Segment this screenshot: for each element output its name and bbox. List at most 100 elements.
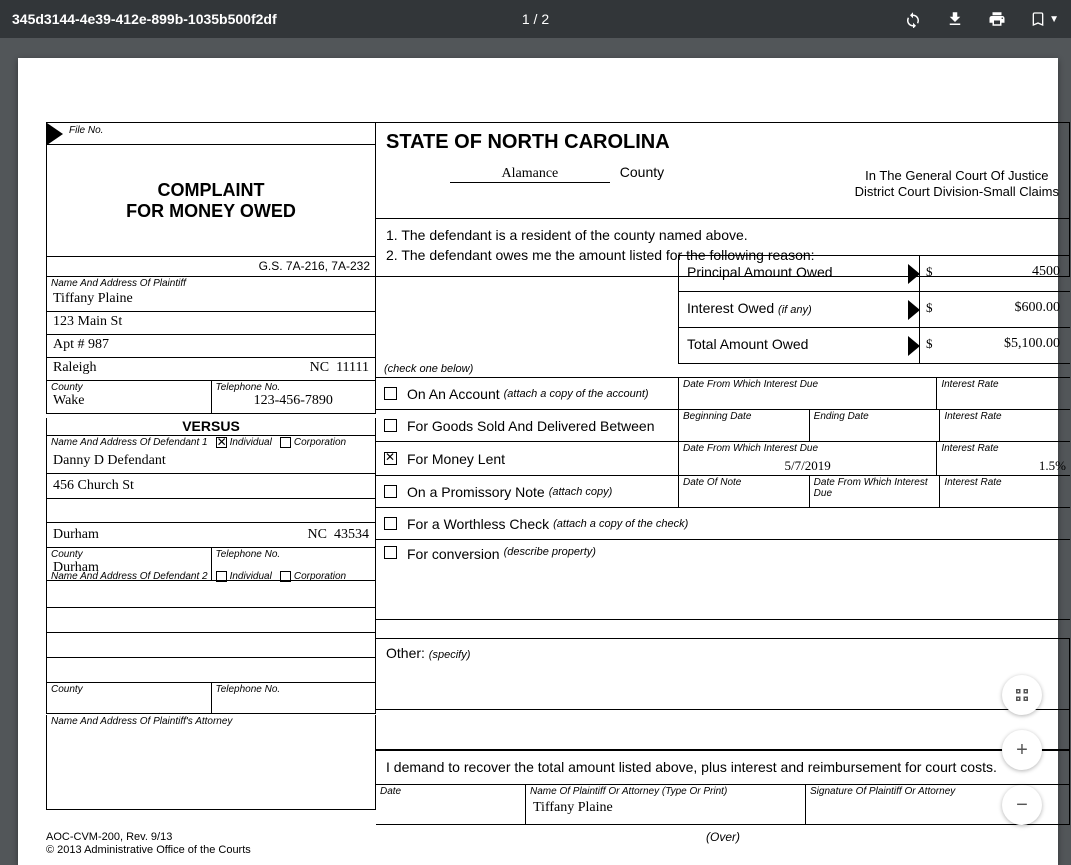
- pdf-page: File No. COMPLAINT FOR MONEY OWED G.S. 7…: [18, 58, 1058, 865]
- plaintiff-addr2: Apt # 987: [47, 335, 375, 358]
- state-title: STATE OF NORTH CAROLINA: [386, 131, 1059, 154]
- def2-tel: [212, 695, 376, 713]
- header-box: STATE OF NORTH CAROLINA Alamance County …: [376, 122, 1070, 219]
- check-goods: For Goods Sold And Delivered Between: [376, 410, 678, 441]
- form-title: COMPLAINT FOR MONEY OWED: [46, 144, 376, 257]
- file-no-row: File No.: [46, 122, 376, 144]
- county-label: County: [47, 381, 211, 393]
- plaintiff-city-row: Raleigh NC 11111: [47, 358, 375, 381]
- doc-name: 345d3144-4e39-412e-899b-1035b500f2df: [0, 11, 277, 27]
- plaintiff-tel: 123-456-7890: [212, 393, 376, 413]
- def1-header: Name And Address Of Defendant 1 Individu…: [47, 436, 375, 449]
- account-int-rate: Interest Rate: [937, 378, 1070, 409]
- other-label: Other:: [386, 645, 425, 661]
- check-note: On a Promissory Note(attach copy): [376, 476, 678, 507]
- check-worthless-box[interactable]: [384, 517, 397, 530]
- check-money-box[interactable]: [384, 452, 397, 465]
- def2-label: Name And Address Of Defendant 2: [51, 571, 208, 582]
- def2-county-tel: County Telephone No.: [47, 682, 375, 713]
- def1-tel-label: Telephone No.: [212, 548, 376, 560]
- sig-date: Date: [376, 785, 526, 824]
- def2-county: [47, 695, 211, 713]
- def2-line1: [47, 583, 375, 607]
- bookmark-icon[interactable]: ▼: [1030, 11, 1059, 27]
- goods-begin: Beginning Date: [679, 410, 810, 441]
- goods-end: Ending Date: [810, 410, 941, 441]
- check-conversion: For conversion(describe property): [376, 540, 1070, 619]
- zoom-in-button[interactable]: +: [1002, 730, 1042, 770]
- check-title: (check one below): [376, 363, 1070, 378]
- def2-county-label: County: [47, 683, 211, 695]
- foot-line1: AOC-CVM-200, Rev. 9/13: [46, 831, 251, 844]
- amount-table: Principal Amount Owed $4500 Interest Owe…: [678, 255, 1070, 364]
- def1-blank: [47, 498, 375, 522]
- def1-name: Danny D Defendant: [47, 449, 375, 473]
- county-label-right: County: [620, 164, 664, 180]
- sig-name: Name Of Plaintiff Or Attorney (Type Or P…: [526, 785, 806, 824]
- def2-corp-check[interactable]: [280, 571, 291, 582]
- def1-corp-label: Corporation: [294, 437, 346, 448]
- download-icon[interactable]: [946, 10, 964, 28]
- other-box: Other: (specify): [376, 638, 1070, 710]
- toolbar-tools: ▼: [904, 10, 1059, 28]
- over-label: (Over): [376, 830, 1070, 844]
- rotate-icon[interactable]: [904, 10, 922, 28]
- footer: AOC-CVM-200, Rev. 9/13 © 2013 Administra…: [46, 831, 251, 857]
- fit-button[interactable]: [1002, 675, 1042, 715]
- def2-header: Name And Address Of Defendant 2 Individu…: [47, 570, 375, 583]
- total-value: $$5,100.00: [920, 328, 1070, 363]
- note-date: Date Of Note: [679, 476, 810, 507]
- def1-city-row: Durham NC 43534: [47, 522, 375, 547]
- check-worthless: For a Worthless Check(attach a copy of t…: [376, 508, 1070, 539]
- principal-value: $4500: [920, 256, 1070, 291]
- plaintiff-county-tel: County Wake Telephone No. 123-456-7890: [47, 381, 375, 413]
- plaintiff-label: Name And Address Of Plaintiff: [47, 277, 375, 289]
- demand-box: I demand to recover the total amount lis…: [376, 750, 1070, 785]
- goods-rate: Interest Rate: [940, 410, 1070, 441]
- plaintiff-county: Wake: [47, 393, 211, 413]
- triangle-icon: [908, 300, 920, 320]
- defendant1-box: Name And Address Of Defendant 1 Individu…: [46, 436, 376, 581]
- demand-text: I demand to recover the total amount lis…: [386, 759, 997, 775]
- file-no-label: File No.: [69, 125, 103, 136]
- def2-line2: [47, 607, 375, 632]
- check-account-box[interactable]: [384, 387, 397, 400]
- foot-line2: © 2013 Administrative Office of the Cour…: [46, 844, 251, 857]
- def1-city: Durham: [53, 527, 99, 543]
- def1-ind-label: Individual: [230, 437, 272, 448]
- account-date-from: Date From Which Interest Due: [679, 378, 937, 409]
- note-int-from: Date From Which Interest Due: [810, 476, 941, 507]
- def2-individual-check[interactable]: [216, 571, 227, 582]
- statute: G.S. 7A-216, 7A-232: [46, 257, 376, 277]
- triangle-icon: [908, 336, 920, 356]
- plaintiff-box: Name And Address Of Plaintiff Tiffany Pl…: [46, 277, 376, 414]
- check-conversion-box[interactable]: [384, 546, 397, 559]
- zoom-out-button[interactable]: −: [1002, 785, 1042, 825]
- def1-label: Name And Address Of Defendant 1: [51, 437, 208, 448]
- check-money: For Money Lent: [376, 442, 678, 475]
- check-note-box[interactable]: [384, 485, 397, 498]
- plaintiff-city: Raleigh: [53, 360, 97, 376]
- court-line1: In The General Court Of Justice: [855, 168, 1059, 184]
- defendant2-box: Name And Address Of Defendant 2 Individu…: [46, 570, 376, 714]
- plaintiff-addr1: 123 Main St: [47, 312, 375, 335]
- attorney-box: Name And Address Of Plaintiff's Attorney: [46, 715, 376, 810]
- court-info: In The General Court Of Justice District…: [855, 168, 1059, 200]
- def1-county-label: County: [47, 548, 211, 560]
- interest-value: $$600.00: [920, 292, 1070, 327]
- statement-1: 1. The defendant is a resident of the co…: [386, 225, 1059, 245]
- total-label: Total Amount Owed: [679, 328, 920, 363]
- note-rate: Interest Rate: [940, 476, 1070, 507]
- def1-corp-check[interactable]: [280, 437, 291, 448]
- check-goods-box[interactable]: [384, 419, 397, 432]
- print-icon[interactable]: [988, 10, 1006, 28]
- def2-ind-label: Individual: [230, 571, 272, 582]
- check-account: On An Account(attach a copy of the accou…: [376, 378, 678, 409]
- plaintiff-state-zip: NC 11111: [310, 360, 369, 376]
- def1-individual-check[interactable]: [216, 437, 227, 448]
- page-indicator: 1 / 2: [522, 11, 549, 27]
- attorney-label: Name And Address Of Plaintiff's Attorney: [47, 715, 375, 727]
- def2-corp-label: Corporation: [294, 571, 346, 582]
- triangle-icon: [47, 123, 63, 145]
- tel-label: Telephone No.: [212, 381, 376, 393]
